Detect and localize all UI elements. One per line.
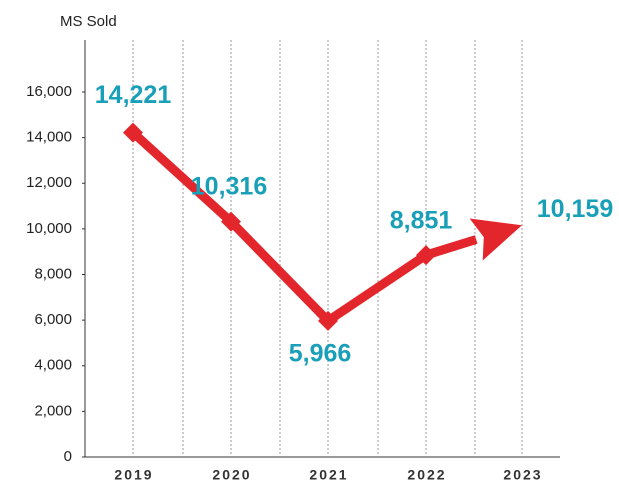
marker bbox=[416, 245, 436, 266]
x-tick-label: 2020 bbox=[212, 467, 251, 483]
data-label: 10,316 bbox=[191, 172, 267, 200]
marker bbox=[318, 310, 338, 331]
y-tick-label: 2,000 bbox=[34, 402, 72, 419]
y-tick-label: 14,000 bbox=[26, 129, 72, 146]
y-tick-label: 12,000 bbox=[26, 174, 72, 191]
data-label: 14,221 bbox=[95, 81, 172, 109]
y-tick-label: 4,000 bbox=[34, 357, 72, 374]
grid-vertical bbox=[132, 40, 523, 457]
y-tick-label: 6,000 bbox=[34, 311, 72, 328]
data-label: 5,966 bbox=[289, 340, 352, 368]
data-label: 8,851 bbox=[390, 207, 453, 235]
x-tick-label: 2023 bbox=[503, 467, 542, 483]
y-tick-label: 8,000 bbox=[34, 265, 72, 282]
x-tick-label: 2021 bbox=[309, 467, 348, 483]
x-tick-label: 2022 bbox=[407, 467, 446, 483]
x-tick-label: 2019 bbox=[114, 467, 153, 483]
marker bbox=[221, 211, 241, 232]
y-tick-label: 16,000 bbox=[26, 83, 72, 100]
axis-title: MS Sold bbox=[60, 13, 117, 30]
y-tick-label: 0 bbox=[64, 448, 72, 465]
arrow-head bbox=[469, 218, 522, 261]
marker bbox=[123, 122, 143, 143]
y-tick-label: 10,000 bbox=[26, 220, 72, 237]
data-label: 10,159 bbox=[537, 195, 613, 223]
